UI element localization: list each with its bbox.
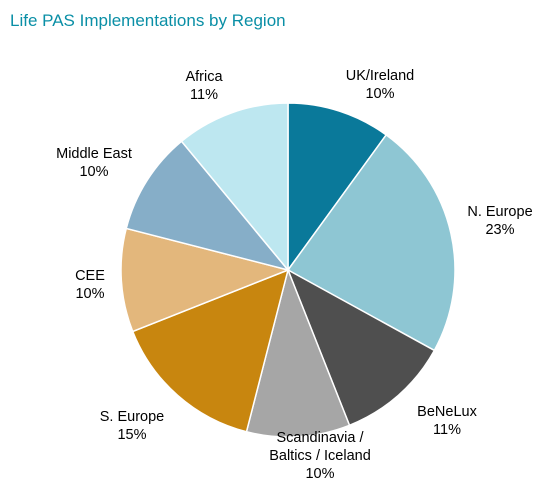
slice-label-cee: CEE 10%: [75, 268, 105, 302]
slice-label-scandinavia-baltics-iceland: Scandinavia / Baltics / Iceland 10%: [269, 430, 371, 482]
pie-slice-scandinavia-baltics-iceland: [245, 267, 351, 438]
chart-title: Life PAS Implementations by Region: [10, 11, 286, 30]
slice-value-label: 15%: [117, 427, 146, 443]
slice-name-label: UK/Ireland: [346, 68, 415, 84]
slice-name-label: Middle East: [56, 146, 132, 162]
slice-label-benelux: BeNeLux 11%: [417, 404, 477, 438]
slice-name-label: Scandinavia /: [276, 430, 364, 446]
pie-slice-middle-east: [125, 140, 291, 272]
pie-slice-benelux: [286, 268, 436, 427]
slice-label-n-europe: N. Europe 23%: [467, 204, 532, 238]
slice-label-middle-east: Middle East 10%: [56, 146, 132, 180]
slice-name-label: CEE: [75, 268, 105, 284]
pie-slices: [120, 102, 456, 438]
slice-value-label: 10%: [365, 86, 394, 102]
slice-name-label: N. Europe: [467, 204, 532, 220]
slice-value-label: 11%: [190, 87, 218, 103]
pie-slice-s-europe: [131, 268, 290, 433]
pie-slice-cee: [120, 227, 291, 333]
slice-name-label: Africa: [185, 69, 223, 85]
pie-labels: UK/Ireland 10% N. Europe 23% BeNeLux 11% Scand…: [56, 68, 533, 482]
pie-slice-africa: [180, 102, 289, 273]
slice-label-africa: Africa 11%: [185, 69, 223, 103]
slice-label-uk-ireland: UK/Ireland 10%: [346, 68, 415, 102]
slice-name-label: S. Europe: [100, 409, 165, 425]
slice-label-s-europe: S. Europe 15%: [100, 409, 165, 443]
slice-value-label: 10%: [79, 164, 108, 180]
slice-value-label: 23%: [485, 222, 514, 238]
slice-name-label: BeNeLux: [417, 404, 477, 420]
pie-slice-uk-ireland: [287, 102, 388, 273]
slice-value-label: 10%: [305, 466, 334, 482]
slice-value-label: 10%: [75, 286, 104, 302]
slice-name-label: Baltics / Iceland: [269, 448, 371, 464]
pie-slice-n-europe: [286, 133, 456, 352]
slice-value-label: 11%: [433, 422, 461, 438]
